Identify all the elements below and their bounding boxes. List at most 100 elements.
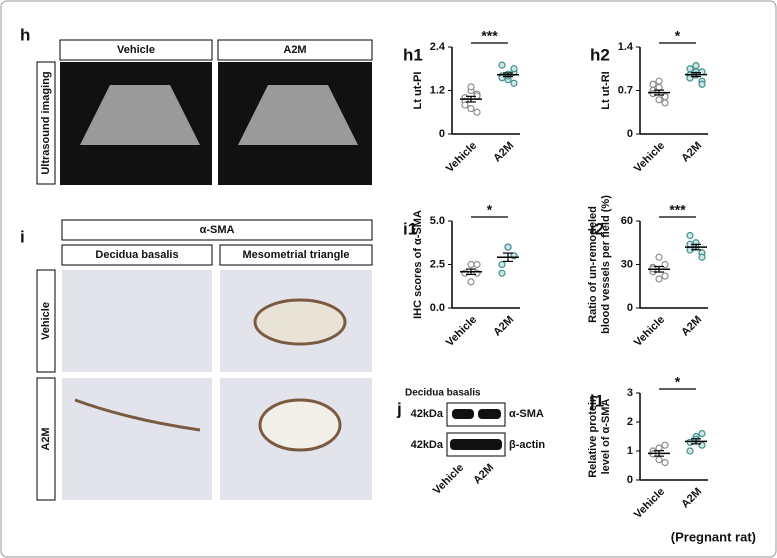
row-box (36, 61, 56, 185)
data-point (504, 243, 512, 251)
band (450, 439, 502, 450)
y-tick-label: 0 (627, 128, 633, 140)
y-tick-label: 60 (621, 215, 633, 227)
significance: *** (481, 28, 498, 44)
panel-label: h (20, 25, 30, 44)
footnote: (Pregnant rat) (671, 529, 756, 544)
panel-title: i1 (403, 219, 417, 238)
panel-title: h1 (403, 45, 423, 64)
data-point (649, 80, 657, 88)
y-axis-label: IHC scores of α-SMA (412, 210, 424, 319)
ultrasound-cone (238, 85, 358, 145)
data-point (661, 441, 669, 449)
y-axis-label: blood vessels per field (%) (600, 195, 612, 334)
blot-box (446, 402, 506, 427)
data-point (467, 278, 475, 286)
band-protein: α-SMA (509, 408, 544, 420)
y-tick-label: 0 (627, 474, 633, 486)
y-tick-label: 0 (439, 128, 445, 140)
data-point (661, 459, 669, 467)
data-point (692, 62, 700, 70)
y-axis-label: Relative protein (587, 395, 599, 478)
y-tick-label: 30 (621, 258, 633, 270)
row-label: A2M (40, 427, 52, 450)
y-tick-label: 1 (627, 445, 633, 457)
significance: * (487, 202, 493, 218)
y-tick-label: 1.4 (618, 41, 634, 53)
data-point (698, 430, 706, 438)
data-point (510, 65, 518, 73)
y-axis-label: Lt ut-PI (412, 72, 424, 110)
col-box (61, 219, 373, 241)
y-tick-label: 5.0 (430, 215, 445, 227)
data-point (655, 456, 663, 464)
band (452, 409, 474, 419)
data-point (498, 269, 506, 277)
row-box (36, 269, 56, 373)
y-axis-label: Lt ut-RI (600, 71, 612, 109)
ihc-image (62, 270, 212, 372)
panel-label: i (20, 227, 25, 246)
row-label: Vehicle (40, 302, 52, 340)
data-point (461, 101, 469, 109)
data-point (655, 96, 663, 104)
data-point (686, 447, 694, 455)
data-point (498, 260, 506, 269)
data-point (510, 79, 518, 87)
data-point (698, 80, 706, 88)
y-tick-label: 2.5 (430, 258, 445, 270)
ihc-image (62, 378, 212, 500)
panel-title: h2 (590, 45, 610, 64)
data-point (467, 260, 475, 269)
y-tick-label: 0 (627, 302, 633, 314)
col-label: A2M (283, 44, 306, 56)
data-point (686, 74, 694, 82)
col-box (217, 39, 373, 61)
y-axis-label: level of α-SMA (600, 399, 612, 475)
panel-title: i2 (590, 219, 604, 238)
data-point (661, 99, 669, 107)
col-label: Mesometrial triangle (243, 249, 350, 261)
significance: *** (669, 202, 686, 218)
band (478, 409, 501, 419)
panel-label: j (396, 399, 402, 418)
y-tick-label: 2 (627, 416, 633, 428)
data-point (498, 61, 506, 69)
data-point (655, 77, 663, 85)
data-point (686, 231, 694, 240)
data-point (467, 105, 475, 113)
data-point (655, 253, 663, 261)
y-tick-label: 0.7 (618, 84, 633, 96)
data-point (686, 65, 694, 73)
data-point (655, 275, 663, 283)
y-tick-label: 0.0 (430, 302, 445, 314)
data-point (498, 74, 506, 82)
data-point (698, 441, 706, 449)
y-tick-label: 1.2 (430, 84, 445, 96)
col-label: Decidua basalis (95, 249, 178, 261)
vessel (253, 298, 347, 346)
y-tick-label: 2.4 (430, 41, 446, 53)
data-point (698, 253, 706, 261)
data-point (473, 108, 481, 116)
data-point (473, 260, 481, 269)
vessel (258, 398, 342, 452)
col-box (219, 244, 373, 266)
blot-title: Decidua basalis (405, 388, 481, 399)
vessel (74, 398, 201, 432)
panel-title: j1 (589, 391, 604, 410)
col-box (61, 244, 213, 266)
band-size: 42kDa (411, 408, 444, 420)
significance: * (675, 28, 681, 44)
y-tick-label: 3 (627, 387, 633, 399)
y-axis-label: Ratio of un-remodeled (587, 206, 599, 323)
row-label: Ultrasound imaging (40, 71, 52, 174)
stain-label: α-SMA (200, 224, 235, 236)
ultrasound-cone (80, 85, 200, 145)
col-label: Vehicle (117, 44, 155, 56)
data-point (661, 272, 669, 280)
significance: * (675, 374, 681, 390)
band-size: 42kDa (411, 439, 444, 451)
col-box (59, 39, 213, 61)
